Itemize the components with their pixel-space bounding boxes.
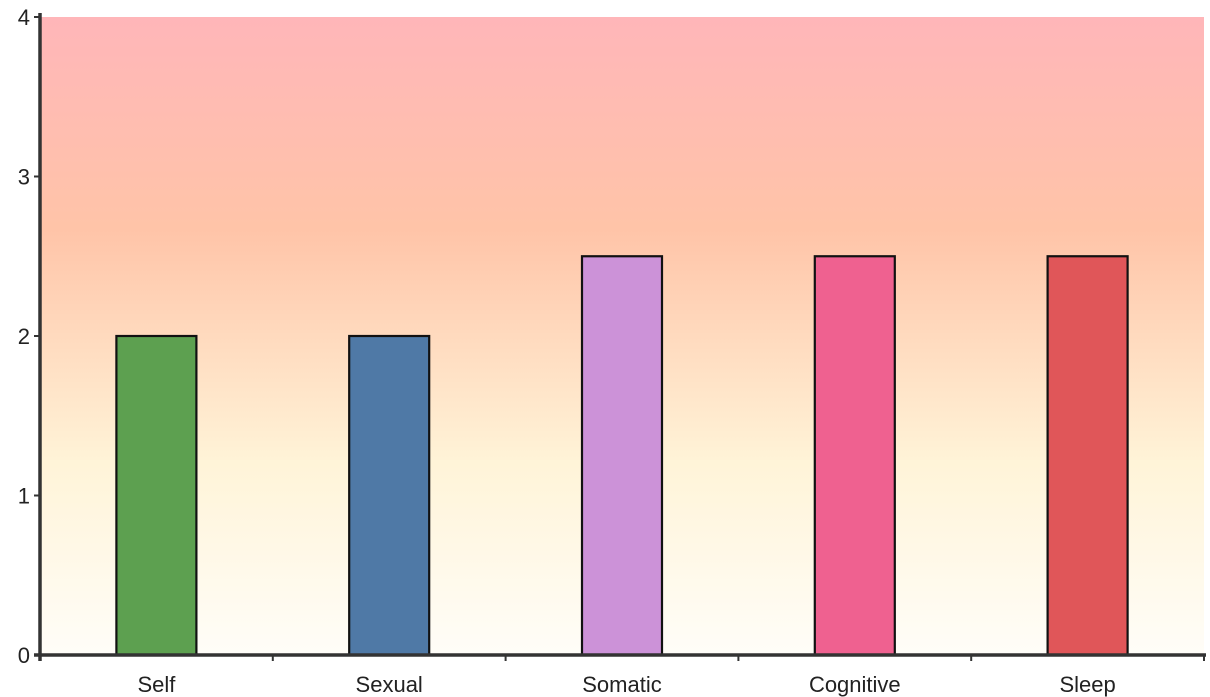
y-axis: 0 1 2 3 4 [18, 5, 42, 668]
y-tick-label: 0 [18, 643, 30, 668]
x-tick-label-sexual: Sexual [356, 672, 423, 697]
bar-somatic [580, 255, 664, 657]
bars-group [115, 255, 1129, 657]
x-tick-label-somatic: Somatic [582, 672, 661, 697]
y-tick-label: 2 [18, 324, 30, 349]
bar-cognitive [813, 255, 896, 657]
y-tick-label: 4 [18, 5, 30, 30]
x-tick-label-cognitive: Cognitive [809, 672, 901, 697]
bar-sleep [1046, 255, 1129, 657]
x-axis: Self Sexual Somatic Cognitive Sleep [34, 653, 1206, 697]
x-tick-label-sleep: Sleep [1059, 672, 1115, 697]
bar-sexual [348, 334, 431, 657]
y-tick-label: 1 [18, 484, 30, 509]
x-tick-label-self: Self [137, 672, 176, 697]
y-tick-label: 3 [18, 165, 30, 190]
bar-self [115, 334, 198, 657]
